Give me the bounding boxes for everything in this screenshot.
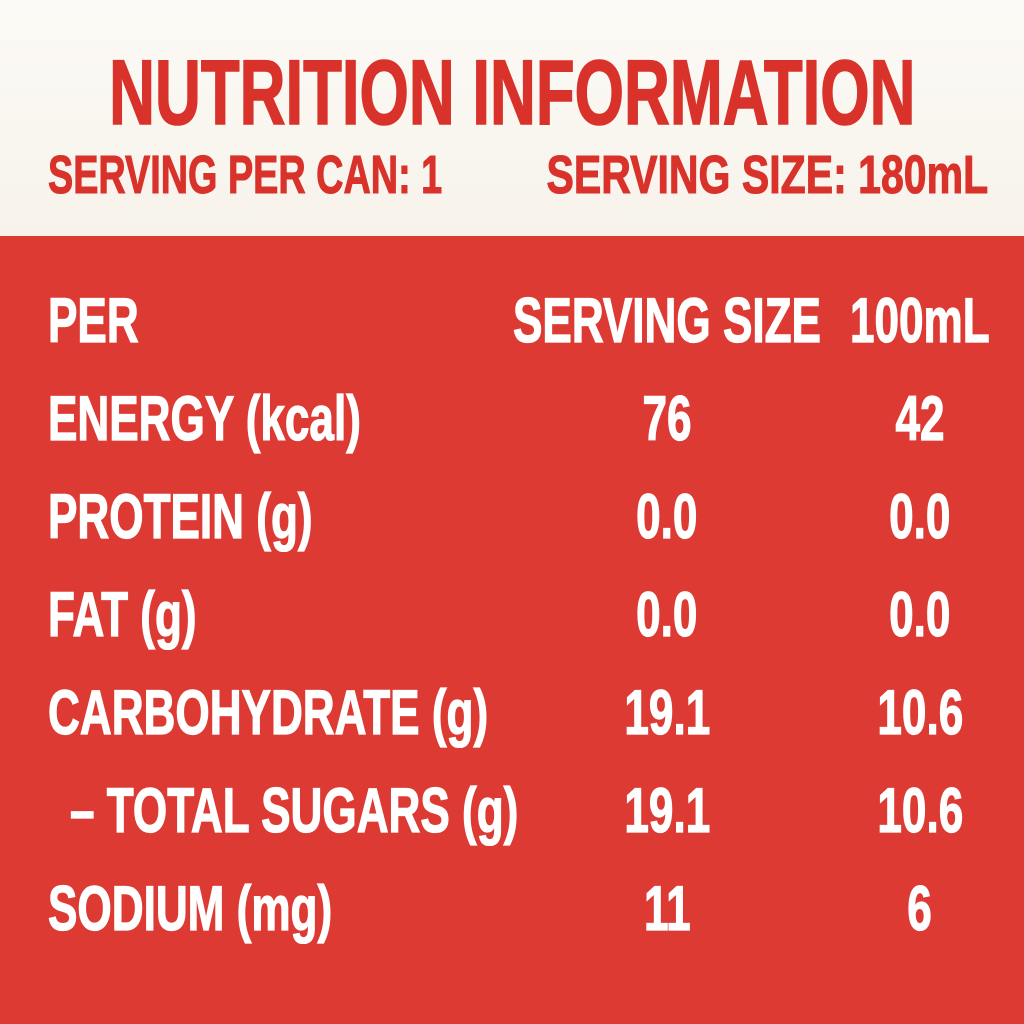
row-serving-value: 76 [642,383,692,454]
nutrition-table: PER SERVING SIZE 100mL ENERGY (kcal) 76 … [0,236,1024,1024]
row-100ml-value: 10.6 [877,677,964,748]
table-row: PROTEIN (g) 0.0 0.0 [0,468,1024,566]
row-100ml-value: 6 [907,873,933,944]
page-title: NUTRITION INFORMATION [108,42,916,144]
row-100ml-value: 10.6 [877,775,964,846]
row-serving-value: 11 [643,873,691,944]
table-row: FAT (g) 0.0 0.0 [0,566,1024,664]
column-header-100ml: 100mL [850,285,991,356]
row-serving-value: 19.1 [624,677,711,748]
table-row: SODIUM (mg) 11 6 [0,860,1024,958]
row-100ml-value: 0.0 [889,579,951,650]
column-header-serving-size: SERVING SIZE [513,285,822,356]
row-100ml-value: 0.0 [889,481,951,552]
row-label: FAT (g) [48,579,197,650]
table-header-row: PER SERVING SIZE 100mL [0,272,1024,370]
row-serving-value: 19.1 [624,775,711,846]
row-serving-value: 0.0 [636,481,698,552]
row-label: PROTEIN (g) [48,481,313,552]
table-row: ENERGY (kcal) 76 42 [0,370,1024,468]
row-label: ENERGY (kcal) [48,383,362,454]
table-row: – TOTAL SUGARS (g) 19.1 10.6 [0,762,1024,860]
row-100ml-value: 42 [895,383,945,454]
table-row: CARBOHYDRATE (g) 19.1 10.6 [0,664,1024,762]
row-label: – TOTAL SUGARS (g) [70,775,519,846]
serving-per-can: SERVING PER CAN: 1 [48,145,443,205]
column-header-per: PER [48,285,140,356]
serving-size: SERVING SIZE: 180mL [546,145,989,205]
row-serving-value: 0.0 [636,579,698,650]
row-label: SODIUM (mg) [48,873,333,944]
row-label: CARBOHYDRATE (g) [48,677,489,748]
